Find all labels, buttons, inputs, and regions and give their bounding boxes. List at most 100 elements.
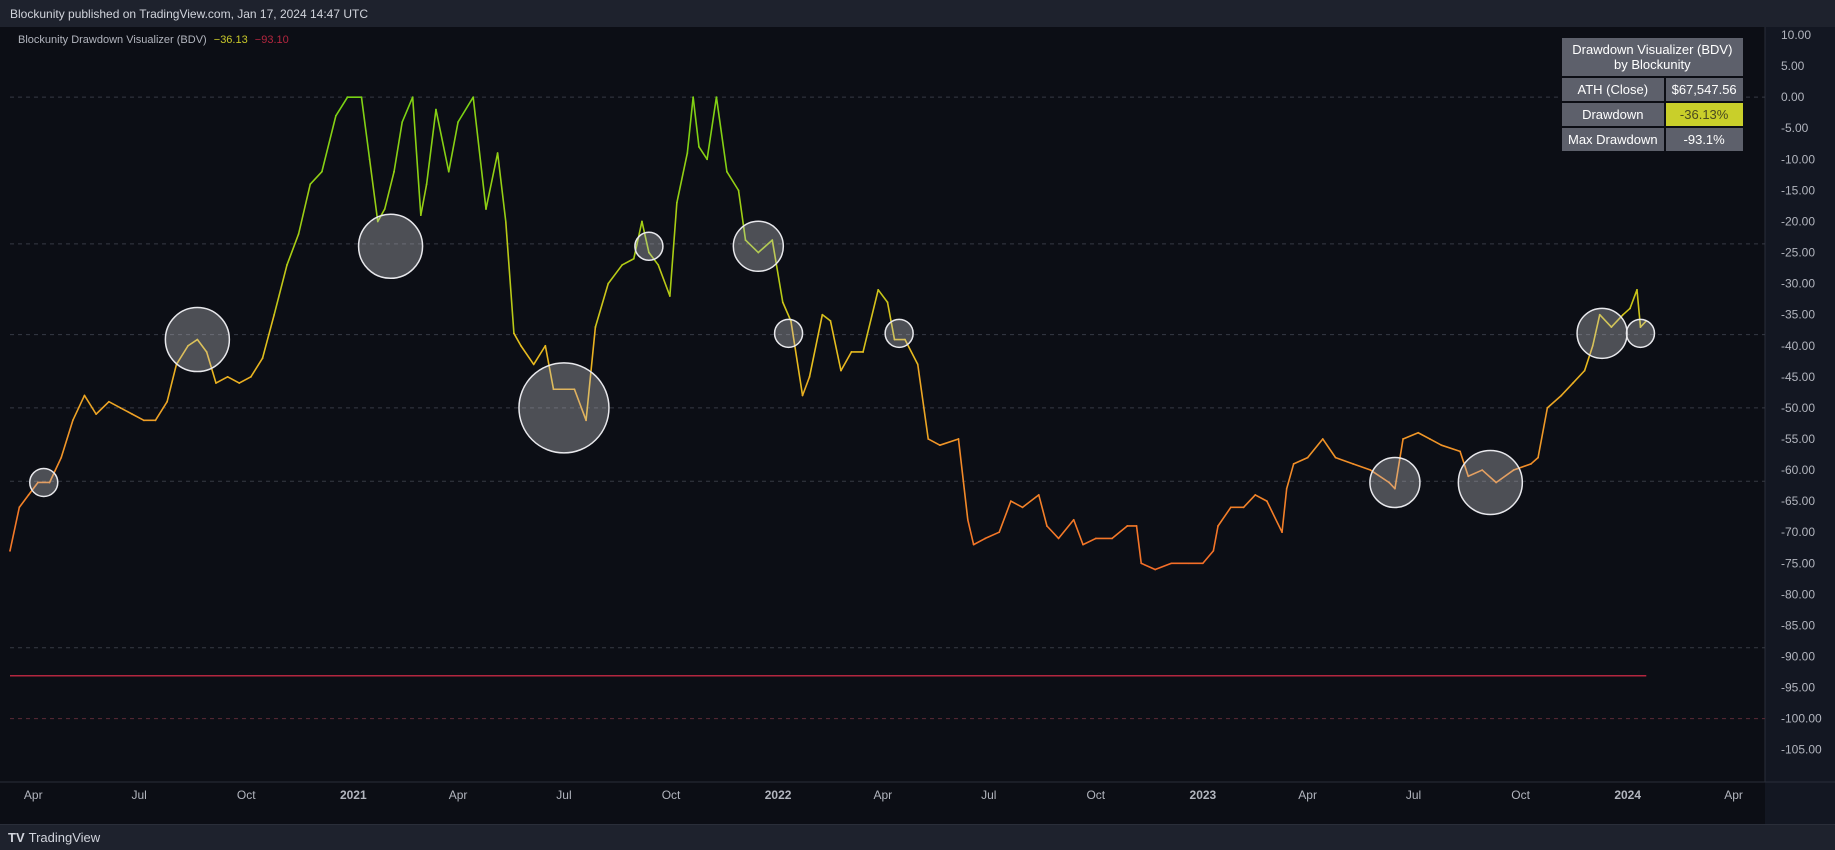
- drawdown-point: [781, 301, 784, 304]
- y-tick-label: 5.00: [1781, 59, 1805, 73]
- drawdown-point: [435, 108, 437, 111]
- drawdown-point: [1636, 289, 1638, 291]
- y-tick-label: -45.00: [1781, 370, 1815, 384]
- drawdown-segment: [1292, 456, 1309, 465]
- drawdown-point: [1230, 506, 1232, 509]
- drawdown-point: [607, 282, 609, 285]
- drawdown-segment: [60, 419, 74, 459]
- drawdown-point: [1135, 525, 1138, 527]
- drawdown-segment: [821, 313, 832, 322]
- drawdown-chart[interactable]: 10.00 5.00 0.00 -5.00 -10.00 -15.00 -20.00 -25.…: [0, 27, 1835, 824]
- drawdown-point: [108, 400, 110, 403]
- drawdown-segment: [1334, 456, 1354, 465]
- drawdown-segment: [676, 152, 689, 204]
- x-tick-label: Jul: [132, 788, 147, 802]
- drawdown-point: [18, 506, 21, 509]
- drawdown-point: [1394, 487, 1396, 490]
- drawdown-point: [632, 257, 635, 260]
- y-tick-label: 10.00: [1781, 28, 1811, 42]
- drawdown-segment: [1636, 289, 1642, 328]
- drawdown-segment: [632, 220, 643, 260]
- x-tick-label: 2021: [340, 788, 367, 802]
- drawdown-segment: [607, 264, 623, 285]
- drawdown-segment: [196, 338, 208, 353]
- drawdown-point: [496, 152, 499, 154]
- drawdown-segment: [472, 96, 487, 210]
- drawdown-segment: [1572, 369, 1586, 384]
- drawdown-point: [886, 301, 889, 304]
- x-tick-label: Apr: [874, 788, 893, 802]
- x-tick-label: Jul: [1406, 788, 1421, 802]
- publisher-bar: Blockunity published on TradingView.com,…: [0, 0, 1835, 28]
- drawdown-point: [840, 369, 842, 372]
- drawdown-point: [447, 170, 450, 173]
- drawdown-point: [1598, 313, 1601, 316]
- drawdown-point: [411, 96, 414, 98]
- y-tick-label: -85.00: [1781, 618, 1815, 632]
- drawdown-segment: [108, 400, 122, 409]
- drawdown-point: [309, 183, 312, 185]
- drawdown-segment: [1111, 525, 1129, 540]
- indicator-legend[interactable]: Blockunity Drawdown Visualizer (BDV) −36…: [18, 34, 289, 46]
- y-tick-label: -30.00: [1781, 277, 1815, 291]
- y-tick-label: -65.00: [1781, 494, 1815, 508]
- drawdown-segment: [641, 220, 650, 254]
- drawdown-point: [771, 239, 774, 241]
- info-table: Drawdown Visualizer (BDV) by Blockunity …: [1560, 36, 1745, 153]
- drawdown-point: [1057, 537, 1060, 540]
- drawdown-segment: [1388, 481, 1396, 490]
- drawdown-point: [1352, 463, 1354, 465]
- highlight-marker: [29, 467, 59, 498]
- drawdown-point: [1202, 562, 1204, 565]
- drawdown-segment: [1217, 506, 1232, 527]
- drawdown-segment: [1583, 344, 1594, 372]
- x-tick-label: Apr: [1298, 788, 1317, 802]
- drawdown-point: [1281, 531, 1283, 533]
- drawdown-point: [957, 438, 960, 440]
- drawdown-segment: [18, 494, 30, 509]
- drawdown-segment: [335, 96, 349, 117]
- drawdown-point: [808, 376, 811, 378]
- drawdown-point: [1217, 525, 1219, 527]
- drawdown-segment: [967, 518, 975, 546]
- drawdown-point: [532, 363, 535, 366]
- drawdown-point: [1369, 469, 1372, 471]
- x-tick-label: Jul: [556, 788, 571, 802]
- drawdown-point: [504, 220, 507, 223]
- drawdown-point: [368, 158, 371, 161]
- drawdown-point: [657, 264, 660, 266]
- indicator-name: Blockunity Drawdown Visualizer (BDV): [18, 34, 207, 46]
- drawdown-segment: [95, 400, 110, 415]
- drawdown-point: [621, 264, 623, 266]
- y-tick-label: -75.00: [1781, 556, 1815, 570]
- x-tick-label: 2024: [1614, 788, 1641, 802]
- drawdown-segment: [166, 363, 178, 403]
- drawdown-segment: [532, 344, 547, 366]
- y-tick-label: -25.00: [1781, 246, 1815, 260]
- drawdown-segment: [1140, 562, 1156, 571]
- drawdown-segment: [1629, 289, 1638, 310]
- drawdown-point: [1459, 450, 1461, 453]
- chart-area[interactable]: 10.00 5.00 0.00 -5.00 -10.00 -15.00 -20.00 -25.…: [0, 27, 1835, 824]
- drawdown-point: [472, 96, 474, 98]
- drawdown-segment: [790, 320, 804, 397]
- drawdown-point: [1021, 506, 1024, 509]
- drawdown-segment: [692, 96, 700, 148]
- drawdown-point: [706, 158, 708, 161]
- drawdown-segment: [83, 394, 97, 415]
- x-tick-label: Oct: [1086, 788, 1105, 802]
- drawdown-segment: [309, 170, 323, 185]
- tradingview-logo[interactable]: TV TradingView: [8, 830, 100, 845]
- ath-value: $67,547.56: [1665, 78, 1743, 101]
- drawdown-segment: [1266, 500, 1283, 534]
- drawdown-point: [95, 413, 97, 415]
- highlight-marker: [164, 306, 231, 373]
- drawdown-segment: [698, 146, 708, 161]
- footer-bar: TV TradingView: [0, 824, 1835, 850]
- x-tick-label: Apr: [1724, 788, 1743, 802]
- drawdown-point: [1546, 407, 1549, 409]
- highlight-marker: [1369, 456, 1421, 509]
- drawdown-segment: [1242, 494, 1257, 509]
- drawdown-segment: [1202, 550, 1215, 565]
- drawdown-point: [1010, 500, 1012, 502]
